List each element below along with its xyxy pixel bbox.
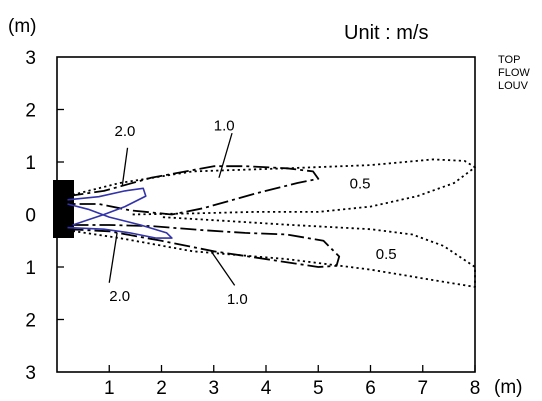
y-tick-label: 1 xyxy=(25,153,36,174)
side-caption-line: TOP xyxy=(498,54,521,66)
contour-line xyxy=(67,165,320,216)
contour-label: 2.0 xyxy=(109,288,130,305)
x-tick-label: 3 xyxy=(208,378,219,399)
x-tick-label: 7 xyxy=(417,378,428,399)
x-tick-label: 6 xyxy=(365,378,376,399)
x-axis-ticks: 1 2 3 4 5 6 7 8 xyxy=(104,365,480,399)
contour-line xyxy=(67,203,173,239)
side-caption: TOP FLOW LOUV xyxy=(498,54,530,93)
y-tick-label: 3 xyxy=(25,48,36,69)
contour-label: 0.5 xyxy=(350,175,371,192)
x-unit-label: (m) xyxy=(494,377,522,398)
x-tick-label: 8 xyxy=(470,378,481,399)
contours xyxy=(67,158,476,288)
plot-frame xyxy=(56,56,476,373)
x-tick-label: 2 xyxy=(156,378,167,399)
contour-line xyxy=(67,224,341,268)
diffuser-outlet xyxy=(53,180,74,238)
leaders xyxy=(108,132,236,286)
leader-line xyxy=(210,250,236,286)
leader-line xyxy=(108,232,118,283)
y-unit-label: (m) xyxy=(8,16,36,37)
y-axis-ticks: 3 2 1 0 1 2 3 xyxy=(25,48,64,384)
contour-line xyxy=(67,216,476,288)
x-tick-label: 1 xyxy=(104,378,115,399)
contour-label: 1.0 xyxy=(227,291,248,308)
x-tick-label: 4 xyxy=(261,378,272,399)
contour-label: 0.5 xyxy=(376,246,397,263)
leader-line xyxy=(121,147,129,186)
y-tick-label: 2 xyxy=(25,311,36,332)
annotations: 2.0 1.0 0.5 0.5 2.0 1.0 xyxy=(109,118,396,308)
y-tick-label: 2 xyxy=(25,101,36,122)
contour-label: 2.0 xyxy=(114,123,135,140)
side-caption-line: FLOW xyxy=(498,67,530,79)
y-tick-label: 0 xyxy=(25,206,36,227)
contour-line xyxy=(67,187,147,226)
side-caption-line: LOUV xyxy=(498,80,528,92)
y-tick-label: 3 xyxy=(25,363,36,384)
unit-text: Unit : m/s xyxy=(344,22,428,44)
x-tick-label: 5 xyxy=(313,378,324,399)
leader-line xyxy=(218,132,233,178)
contour-line xyxy=(67,158,476,216)
contour-label: 1.0 xyxy=(214,118,235,135)
y-tick-label: 1 xyxy=(25,258,36,279)
